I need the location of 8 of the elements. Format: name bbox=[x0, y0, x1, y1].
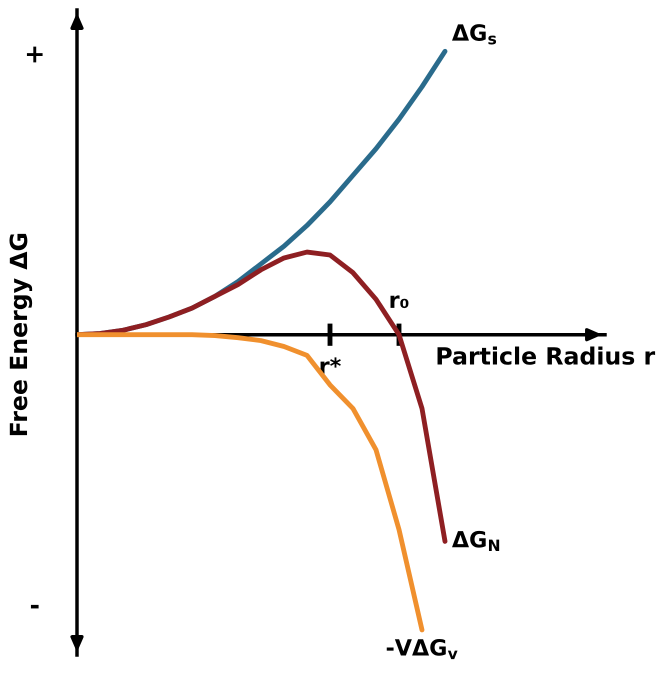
series-label: ΔG$_{s}$ bbox=[452, 24, 496, 44]
x-axis-title: Particle Radius r bbox=[438, 346, 656, 365]
text: + bbox=[26, 46, 43, 62]
text: - bbox=[30, 604, 39, 608]
series-label: -VΔG$_{v}$ bbox=[386, 638, 458, 660]
x-tick-label: r₀ bbox=[390, 295, 408, 308]
series-label: ΔG$_{N}$ bbox=[452, 530, 500, 551]
y-axis-title: Free Energy ΔG bbox=[10, 234, 32, 436]
